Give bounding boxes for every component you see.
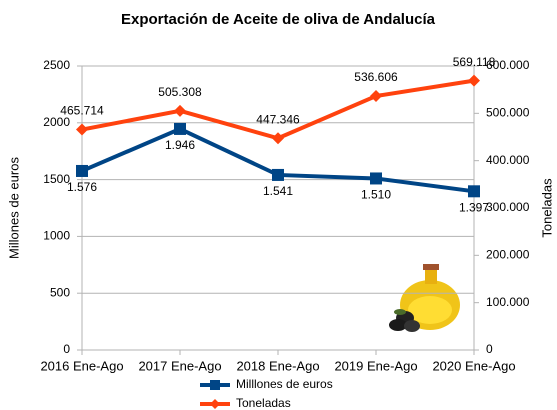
data-label: 569.118 (453, 55, 496, 69)
marker (468, 74, 480, 87)
y2-tick-label: 200.000 (486, 248, 530, 262)
legend-marker (210, 380, 220, 390)
legend-marker (210, 399, 220, 409)
marker (272, 168, 284, 181)
y2-tick-label: 0 (486, 342, 493, 356)
y2-tick-label: 600.000 (486, 58, 530, 72)
y2-tick-label: 500.000 (486, 106, 530, 120)
y-tick-label: 1500 (43, 172, 70, 186)
marker (370, 90, 382, 103)
data-label: 1.541 (263, 184, 293, 198)
data-label: 1.946 (165, 138, 195, 152)
data-label: 465.714 (60, 104, 104, 118)
y2-tick-label: 100.000 (486, 295, 530, 309)
olive-oil-image (389, 264, 460, 332)
data-label: 1.510 (361, 188, 391, 202)
x-tick-label: 2016 Ene-Ago (40, 358, 123, 373)
y-tick-label: 0 (63, 342, 70, 356)
data-label: 1.576 (67, 180, 97, 194)
y2-tick-label: 300.000 (486, 200, 530, 214)
legend-label: Toneladas (236, 396, 291, 410)
marker (272, 132, 284, 145)
marker (174, 104, 186, 117)
x-tick-label: 2017 Ene-Ago (138, 358, 221, 373)
x-tick-label: 2018 Ene-Ago (236, 358, 319, 373)
data-label: 447.346 (256, 112, 300, 126)
marker (174, 122, 186, 135)
y-tick-label: 2000 (43, 115, 70, 129)
y-axis-title: Millones de euros (6, 157, 21, 259)
data-label: 1.397 (459, 200, 489, 214)
marker (370, 172, 382, 185)
marker (76, 123, 88, 136)
y-tick-label: 500 (50, 285, 70, 299)
x-tick-label: 2019 Ene-Ago (334, 358, 417, 373)
data-label: 505.308 (158, 85, 202, 99)
y-tick-label: 2500 (43, 58, 70, 72)
data-label: 536.606 (354, 70, 398, 84)
legend-label: Milllones de euros (236, 377, 333, 391)
series-line (81, 78, 475, 141)
y2-axis-title: Toneladas (539, 178, 554, 238)
marker (468, 185, 480, 198)
y-tick-label: 1000 (43, 229, 70, 243)
chart-title: Exportación de Aceite de oliva de Andalu… (121, 11, 436, 28)
x-tick-label: 2020 Ene-Ago (432, 358, 515, 373)
marker (76, 164, 88, 177)
y2-tick-label: 400.000 (486, 153, 530, 167)
